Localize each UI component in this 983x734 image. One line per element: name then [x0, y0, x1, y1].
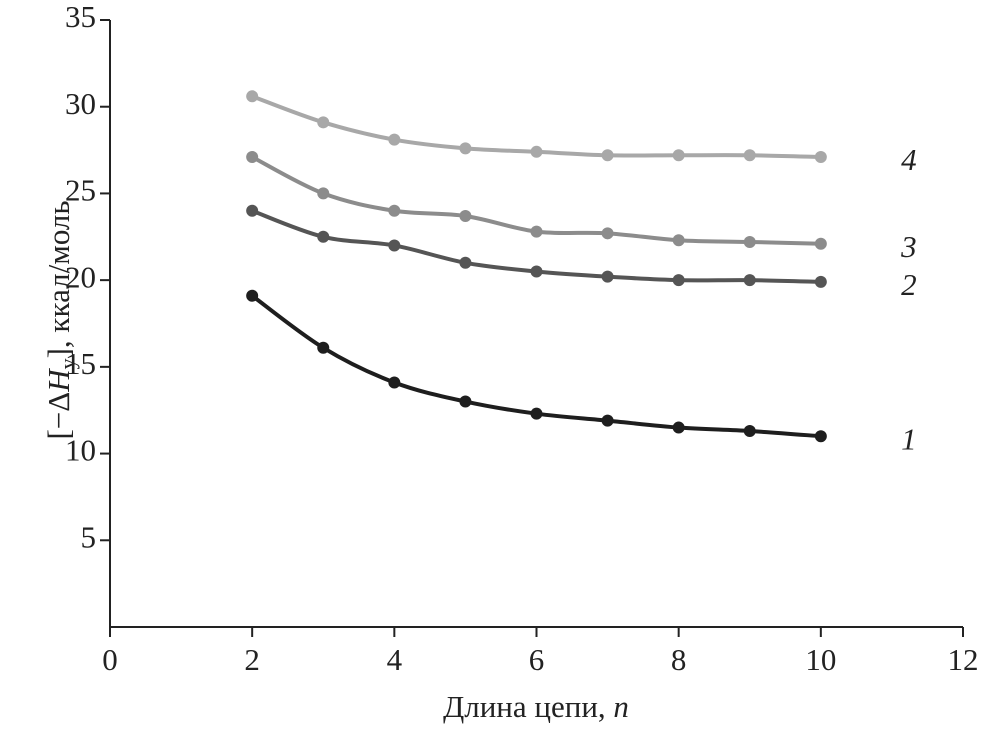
- data-point: [814, 275, 827, 288]
- data-point: [601, 414, 614, 427]
- data-point: [246, 289, 259, 302]
- data-point: [672, 274, 685, 287]
- y-tick-label: 25: [65, 173, 96, 208]
- data-point: [388, 239, 401, 252]
- x-tick-label: 4: [387, 642, 403, 677]
- y-tick-label: 35: [65, 0, 96, 34]
- data-point: [246, 151, 259, 164]
- y-axis-label: [−ΔHу], ккал/моль: [41, 200, 80, 439]
- x-tick-label: 0: [102, 642, 118, 677]
- x-tick-label: 8: [671, 642, 687, 677]
- data-point: [814, 430, 827, 443]
- data-point: [317, 230, 330, 243]
- x-tick-label: 10: [805, 642, 836, 677]
- data-point: [743, 274, 756, 287]
- x-axis-label: Длина цепи, n: [443, 689, 629, 724]
- data-point: [743, 425, 756, 438]
- y-tick-label: 5: [81, 519, 97, 554]
- data-point: [388, 376, 401, 389]
- data-point: [246, 204, 259, 217]
- data-point: [530, 225, 543, 238]
- series-label: 2: [901, 267, 917, 302]
- data-point: [814, 151, 827, 164]
- data-point: [530, 145, 543, 158]
- y-tick-label: 10: [65, 433, 96, 468]
- data-point: [672, 234, 685, 247]
- x-tick-label: 12: [948, 642, 979, 677]
- data-point: [743, 235, 756, 248]
- series-label: 1: [901, 421, 917, 456]
- data-point: [388, 133, 401, 146]
- data-point: [601, 149, 614, 162]
- data-point: [459, 142, 472, 155]
- data-point: [530, 265, 543, 278]
- data-point: [601, 227, 614, 240]
- series-label: 3: [900, 229, 917, 264]
- data-point: [388, 204, 401, 217]
- data-point: [317, 187, 330, 200]
- data-point: [601, 270, 614, 283]
- series-label: 4: [901, 142, 917, 177]
- x-tick-label: 2: [244, 642, 260, 677]
- data-point: [317, 341, 330, 354]
- data-point: [317, 116, 330, 129]
- data-point: [459, 256, 472, 269]
- data-point: [459, 209, 472, 222]
- data-point: [246, 90, 259, 103]
- data-point: [672, 421, 685, 434]
- y-tick-label: 20: [65, 259, 96, 294]
- data-point: [743, 149, 756, 162]
- data-point: [672, 149, 685, 162]
- data-point: [459, 395, 472, 408]
- data-point: [814, 237, 827, 250]
- data-point: [530, 407, 543, 420]
- y-tick-label: 15: [65, 346, 96, 381]
- x-tick-label: 6: [529, 642, 545, 677]
- y-tick-label: 30: [65, 86, 96, 121]
